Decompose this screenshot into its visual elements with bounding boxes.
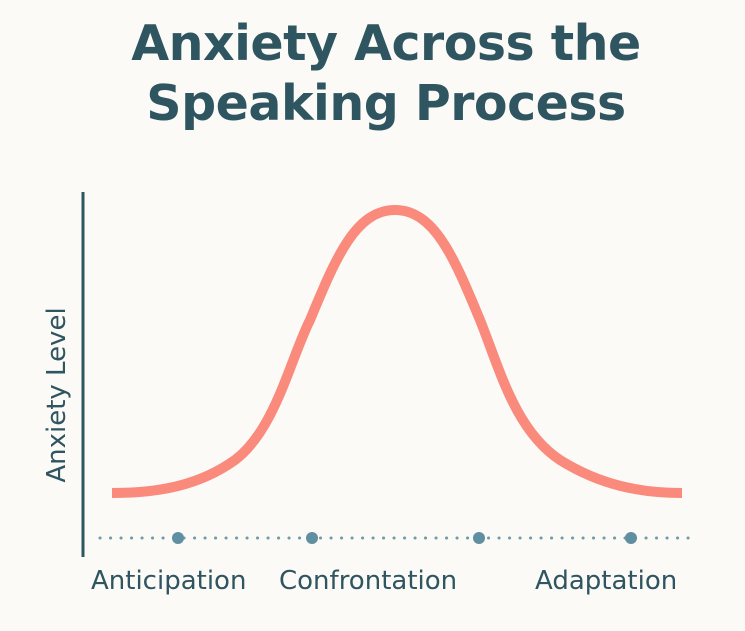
stage-marker-3 — [473, 532, 485, 544]
stage-marker-4 — [625, 532, 637, 544]
chart-title: Anxiety Across the Speaking Process — [0, 14, 745, 134]
x-label-anticipation: Anticipation — [91, 566, 247, 596]
y-axis-label: Anxiety Level — [42, 307, 72, 483]
title-line-2: Speaking Process — [146, 75, 626, 132]
anxiety-curve — [111, 204, 683, 498]
x-label-confrontation: Confrontation — [279, 566, 458, 596]
stage-marker-2 — [306, 532, 318, 544]
stage-marker-1 — [172, 532, 184, 544]
title-line-1: Anxiety Across the — [131, 15, 641, 72]
x-label-adaptation: Adaptation — [535, 566, 678, 596]
